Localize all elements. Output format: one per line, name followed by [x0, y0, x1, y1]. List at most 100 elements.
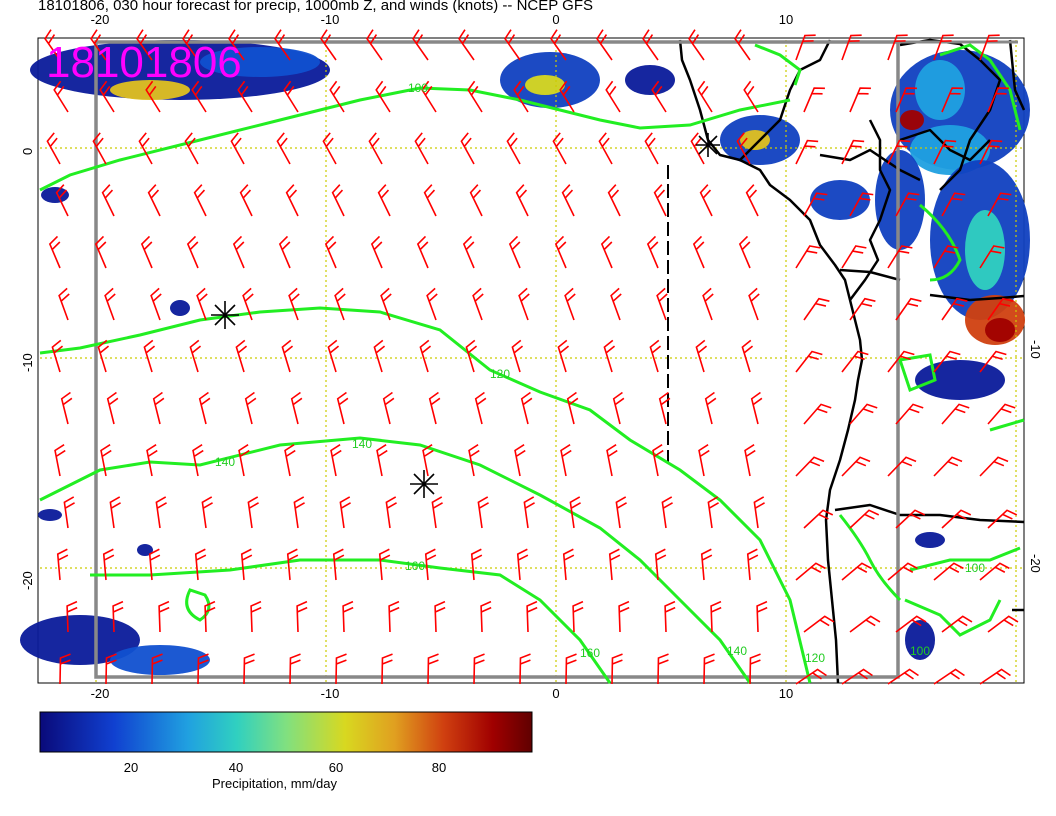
wind-barb [44, 29, 61, 61]
wind-barb [97, 339, 110, 373]
wind-barb [288, 287, 300, 321]
wind-barb [204, 600, 216, 633]
wind-barb [373, 339, 386, 373]
wind-barb [467, 80, 483, 113]
wind-barb [235, 339, 248, 373]
wind-barb [506, 132, 521, 165]
wind-barb [979, 34, 1000, 61]
wind-barb [653, 184, 667, 217]
wind-barb [795, 139, 819, 165]
wind-barb [841, 456, 871, 477]
wind-barb [841, 350, 869, 373]
wind-barb [895, 403, 924, 425]
wind-barb [54, 443, 66, 477]
y-tick-right: -10 [1028, 340, 1043, 359]
x-tick-bottom: -10 [320, 686, 340, 701]
wind-barb [887, 456, 917, 477]
contour-label: 100 [910, 644, 930, 658]
colorbar-tick: 20 [123, 760, 139, 775]
wind-barb [841, 245, 867, 269]
wind-barb [382, 391, 395, 425]
wind-barb [336, 391, 349, 425]
wind-barb [342, 600, 354, 633]
x-tick-bottom: -20 [90, 686, 110, 701]
wind-barb [895, 297, 922, 321]
wind-barb [749, 653, 761, 685]
wind-barb [559, 80, 575, 113]
wind-barb [795, 562, 826, 581]
wind-barb [849, 509, 880, 529]
wind-barb [933, 350, 961, 373]
wind-barb [887, 139, 911, 165]
wind-barb [197, 653, 209, 685]
wind-barb [59, 653, 71, 685]
wind-barb [656, 287, 668, 321]
wind-barb [523, 496, 535, 529]
wind-barb [933, 139, 957, 165]
wind-barb [745, 184, 759, 217]
wind-barb [473, 653, 485, 685]
wind-barb [598, 132, 613, 165]
wind-barbs [44, 29, 1019, 685]
wind-barb [508, 235, 521, 269]
wind-barb [803, 615, 835, 633]
wind-barb [895, 615, 927, 633]
wind-barb [698, 443, 710, 477]
wind-barb [979, 245, 1005, 269]
wind-barb [564, 287, 576, 321]
wind-barb [155, 496, 167, 529]
wind-barb [987, 509, 1018, 529]
wind-barb [470, 548, 483, 581]
wind-barb [151, 653, 163, 685]
wind-barb [330, 443, 342, 477]
wind-barb [465, 339, 478, 373]
wind-barb [795, 668, 827, 685]
y-tick-left: 0 [20, 147, 35, 155]
wind-barb [112, 600, 124, 633]
wind-barb [428, 391, 441, 425]
wind-barb [987, 87, 1009, 113]
wind-barb [803, 403, 832, 425]
wind-barb [615, 496, 627, 529]
wind-barb [702, 287, 714, 321]
wind-barb [230, 132, 245, 165]
wind-barb [421, 80, 437, 113]
wind-barb [688, 29, 705, 61]
wind-barb [605, 80, 621, 113]
contour-label: 120 [805, 651, 825, 665]
precipitation-field [20, 40, 1030, 675]
wind-barb [941, 192, 966, 217]
wind-barb [657, 653, 669, 685]
wind-barb [381, 653, 393, 685]
wind-barb [511, 339, 524, 373]
wind-barb [104, 287, 116, 321]
wind-barb [92, 132, 107, 165]
wind-barb [654, 548, 667, 581]
y-tick-right: -20 [1028, 554, 1043, 573]
wind-barb [569, 496, 581, 529]
y-tick-left: -10 [20, 353, 35, 372]
wind-barb [618, 600, 630, 633]
wind-barb [140, 235, 153, 269]
wind-barb [699, 184, 713, 217]
wind-barb [385, 496, 397, 529]
wind-barb [198, 391, 211, 425]
wind-barb [48, 235, 61, 269]
wind-barb [795, 34, 816, 61]
wind-barb [99, 80, 115, 113]
wind-barb [278, 235, 291, 269]
wind-barb [979, 668, 1011, 685]
wind-barb [658, 391, 671, 425]
wind-barb [293, 496, 305, 529]
wind-barb [191, 80, 207, 113]
wind-barb [243, 653, 255, 685]
wind-barb [424, 548, 437, 581]
wind-barb [515, 184, 529, 217]
wind-barb [244, 391, 257, 425]
wind-barb [296, 600, 308, 633]
wind-barb [710, 600, 722, 633]
contour-label: 140 [215, 455, 235, 469]
wind-barb [895, 192, 920, 217]
wind-barb [460, 132, 475, 165]
contour-label: 140 [727, 644, 747, 658]
